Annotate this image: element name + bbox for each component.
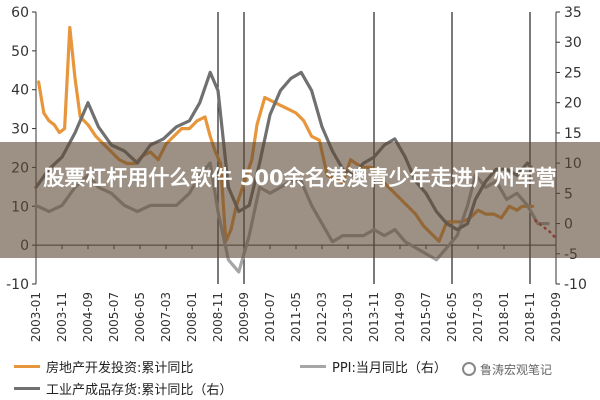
right-tick-label: 30 bbox=[564, 35, 582, 51]
left-tick-label: 40 bbox=[11, 83, 29, 99]
x-tick-label: 2003-01 bbox=[29, 292, 43, 342]
x-tick-label: 2012-03 bbox=[315, 292, 329, 342]
x-tick-label: 2008-01 bbox=[185, 292, 199, 342]
wechat-icon bbox=[462, 362, 476, 376]
legend-swatch-dark-gray bbox=[14, 386, 40, 390]
right-tick-label: 25 bbox=[564, 65, 582, 81]
x-tick-label: 2011-05 bbox=[289, 292, 303, 342]
x-tick-label: 2016-05 bbox=[445, 292, 459, 342]
headline-banner bbox=[0, 142, 600, 258]
x-tick-label: 2014-09 bbox=[393, 292, 407, 342]
x-tick-label: 2005-07 bbox=[107, 292, 121, 342]
legend-item-inventory: 工业产成品存货:累计同比（右） bbox=[14, 378, 232, 398]
x-tick-label: 2018-01 bbox=[497, 292, 511, 342]
legend-item-ppi: PPI:当月同比（右） bbox=[300, 356, 447, 376]
x-tick-label: 2003-11 bbox=[55, 292, 69, 342]
right-tick-label: -10 bbox=[564, 277, 587, 293]
x-tick-label: 2015-07 bbox=[419, 292, 433, 342]
x-tick-label: 2013-11 bbox=[367, 292, 381, 342]
right-tick-label: 15 bbox=[564, 126, 582, 142]
x-tick-label: 2017-03 bbox=[471, 292, 485, 342]
watermark: 鲁涛宏观笔记 bbox=[462, 360, 552, 378]
legend-label-inventory: 工业产成品存货:累计同比（右） bbox=[46, 382, 233, 398]
x-tick-label: 2018-11 bbox=[523, 292, 537, 342]
right-tick-label: 35 bbox=[564, 5, 582, 21]
x-tick-label: 2010-07 bbox=[263, 292, 277, 342]
x-tick-label: 2009-09 bbox=[237, 292, 251, 342]
legend-item-real-estate: 房地产开发投资:累计同比 bbox=[14, 356, 193, 376]
watermark-text: 鲁涛宏观笔记 bbox=[480, 362, 553, 377]
legend-label-ppi: PPI:当月同比（右） bbox=[332, 360, 447, 376]
legend-swatch-orange bbox=[14, 364, 40, 368]
x-tick-label: 2004-09 bbox=[81, 292, 95, 342]
left-tick-label: 60 bbox=[11, 5, 29, 21]
x-tick-label: 2007-03 bbox=[159, 292, 173, 342]
x-tick-label: 2013-01 bbox=[341, 292, 355, 342]
left-tick-label: 50 bbox=[11, 44, 29, 60]
left-tick-label: 30 bbox=[11, 122, 29, 138]
x-axis: 2003-01 2003-11 2004-09 2005-07 2006-05 2007-… bbox=[29, 244, 563, 342]
x-tick-label: 2008-11 bbox=[211, 292, 225, 342]
x-tick-label: 2019-09 bbox=[549, 292, 563, 342]
left-tick-label: -10 bbox=[6, 277, 29, 293]
x-tick-label: 2006-05 bbox=[133, 292, 147, 342]
right-tick-label: 20 bbox=[564, 96, 582, 112]
headline-title[interactable]: 股票杠杆用什么软件 500余名港澳青少年走进广州军营 bbox=[43, 166, 557, 190]
legend-label-real-estate: 房地产开发投资:累计同比 bbox=[46, 360, 194, 376]
legend-swatch-light-gray bbox=[300, 364, 326, 368]
